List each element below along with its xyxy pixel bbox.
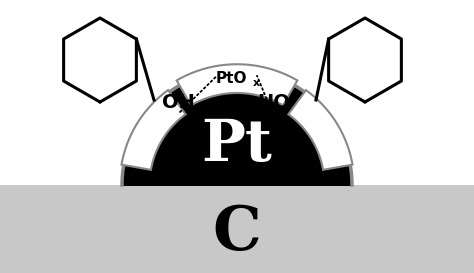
- Text: HO: HO: [257, 93, 290, 111]
- Bar: [0, 0, 474, 185]
- Polygon shape: [121, 90, 186, 170]
- Text: x: x: [253, 78, 260, 88]
- Text: C: C: [213, 203, 261, 263]
- Text: OH: OH: [162, 93, 195, 111]
- Bar: [0, 185, 474, 273]
- Polygon shape: [288, 90, 353, 170]
- Polygon shape: [177, 64, 297, 105]
- Text: Pt: Pt: [201, 117, 273, 173]
- Text: PtO: PtO: [215, 71, 247, 86]
- Polygon shape: [122, 70, 352, 185]
